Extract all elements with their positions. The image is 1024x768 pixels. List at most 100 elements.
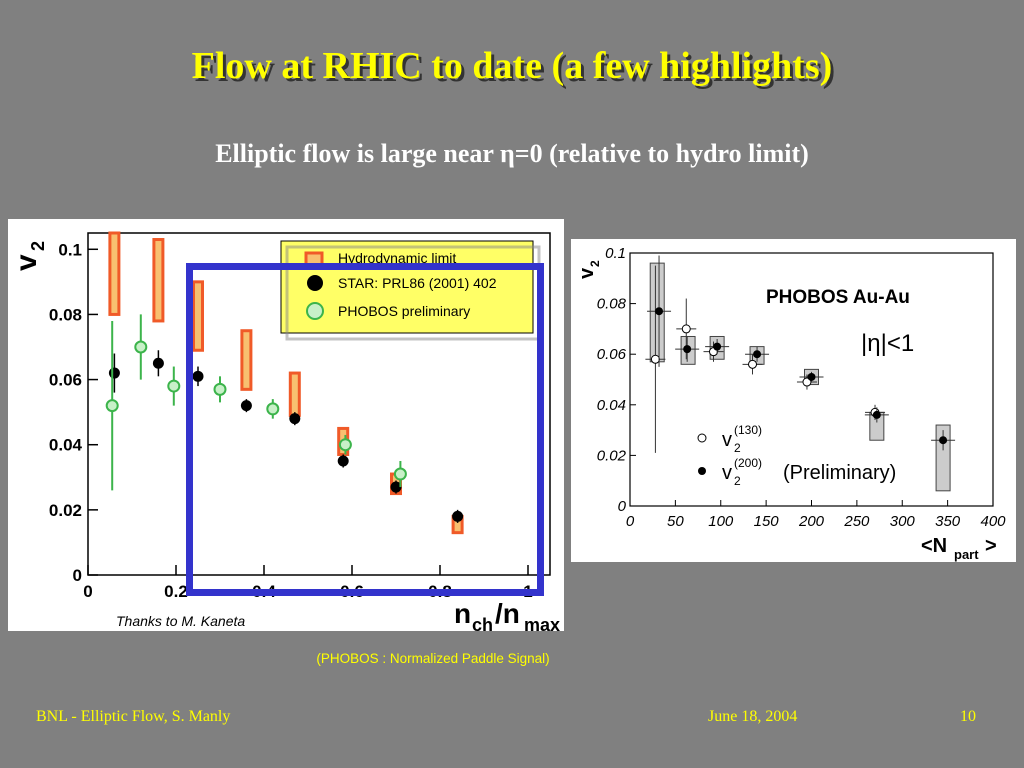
v2-200-point <box>939 436 948 445</box>
right-x-tick-label: 150 <box>754 513 780 530</box>
left-x-axis-label-slash: /n <box>495 598 520 629</box>
highlight-box <box>186 263 544 596</box>
phobos-point <box>338 438 352 452</box>
left-x-axis-label: n ch /n max <box>454 598 560 635</box>
phobos-point <box>266 402 280 416</box>
left-y-axis-label-sub: 2 <box>28 241 48 251</box>
left-x-tick-label: 0.2 <box>164 582 188 601</box>
legend-v2-130-label: v <box>722 429 732 451</box>
phobos-point <box>393 467 407 481</box>
subtitle-text-post: =0 (relative to hydro limit) <box>514 139 809 168</box>
right-eta-label: |η|<1 <box>861 330 914 357</box>
right-x-tick-label: 100 <box>708 513 734 530</box>
star-point <box>390 481 402 493</box>
right-legend: v (130) 2 v (200) 2 (Preliminary) <box>697 423 896 488</box>
v2-130-point <box>681 324 691 334</box>
left-y-tick-label: 0.04 <box>49 436 83 455</box>
v2-200-point <box>683 345 692 354</box>
right-x-axis-label-end: > <box>985 535 997 557</box>
right-x-axis-label-main: <N <box>921 535 947 557</box>
star-point <box>240 400 252 412</box>
star-point <box>289 413 301 425</box>
footer-page-number: 10 <box>960 708 976 725</box>
legend-v2-130-marker <box>697 433 707 443</box>
hydro-limit-bar <box>108 231 121 316</box>
v2-200-point <box>655 307 664 316</box>
right-y-tick-label: 0.1 <box>605 245 626 262</box>
right-chart-panel: 0 50 100 150 200 250 300 350 400 0 0.02 0.04 0.06 0.0… <box>571 239 1016 562</box>
right-x-tick-label: 50 <box>667 513 684 530</box>
left-chart-svg: 0 0.2 0.4 0.6 0.8 100.020.040.060.080.1 v 2 n… <box>10 231 560 635</box>
phobos-point <box>213 382 227 396</box>
legend-v2-200-sup: (200) <box>734 456 762 470</box>
v2-200-point <box>713 342 722 351</box>
right-x-tick-label: 200 <box>798 513 825 530</box>
legend-phobos-label: PHOBOS preliminary <box>338 303 470 319</box>
legend-v2-130-sup: (130) <box>734 423 762 437</box>
star-point <box>452 510 464 522</box>
right-chart-title: PHOBOS Au-Au <box>766 287 910 308</box>
right-y-axis-label-sub: 2 <box>588 260 602 267</box>
legend-hydro-label: Hydrodynamic limit <box>338 250 456 266</box>
slide-subtitle: Elliptic flow is large near η=0 (relativ… <box>0 139 1024 169</box>
right-x-tick-label: 0 <box>626 513 635 530</box>
subtitle-eta: η <box>499 139 515 168</box>
right-x-tick-label: 300 <box>890 513 916 530</box>
legend-star-marker <box>307 275 323 291</box>
left-chart-panel: 0 0.2 0.4 0.6 0.8 1 0 0.02 0.04 0.06 0.08 0.1 v 2 n… <box>8 219 564 635</box>
left-x-axis-label-sub1: ch <box>472 615 493 631</box>
subtitle-text-pre: Elliptic flow is large near <box>215 139 500 168</box>
slide-title: Flow at RHIC to date (a few highlights) <box>191 45 833 87</box>
left-y-axis-label-main: v <box>10 254 43 271</box>
right-y-tick-label: 0.04 <box>597 397 626 414</box>
right-y-axis-label-main: v <box>576 267 598 279</box>
legend-v2-200-note: (Preliminary) <box>783 462 896 484</box>
hydro-limit-bar <box>240 329 253 391</box>
phobos-point <box>105 399 119 413</box>
right-y-tick-label: 0.08 <box>597 296 627 313</box>
left-x-axis-label-main: n <box>454 598 471 629</box>
legend-v2-200-marker <box>698 467 706 475</box>
right-y-tick-label: 0.02 <box>597 447 627 464</box>
v2-130-point <box>748 359 758 369</box>
left-y-tick-label: 0.08 <box>49 305 82 324</box>
right-x-tick-label: 250 <box>843 513 870 530</box>
left-x-tick-label: 0 <box>83 582 92 601</box>
left-plot-frame <box>87 232 551 576</box>
footer-author: BNL - Elliptic Flow, S. Manly <box>36 708 231 725</box>
v2-200-point <box>753 350 762 359</box>
right-x-tick-label: 350 <box>935 513 961 530</box>
right-x-axis-label-sub: part <box>954 547 979 562</box>
left-y-tick-label: 0.1 <box>58 240 82 259</box>
star-point <box>337 455 349 467</box>
v2-130-point <box>650 354 660 364</box>
left-y-tick-label: 0.06 <box>49 371 82 390</box>
star-point <box>108 367 120 379</box>
star-point <box>152 357 164 369</box>
phobos-point <box>167 379 181 393</box>
legend-v2-200-label: v <box>722 462 732 484</box>
v2-200-point <box>872 410 881 419</box>
legend-phobos-marker <box>306 302 324 320</box>
legend-v2-130-sub: 2 <box>734 441 741 455</box>
right-y-tick-label: 0.06 <box>597 346 627 363</box>
left-x-axis-label-sub2: max <box>524 615 560 631</box>
left-legend: Hydrodynamic limit STAR: PRL86 (2001) 40… <box>280 240 541 341</box>
hydro-limit-bar <box>192 280 204 352</box>
star-point <box>192 370 204 382</box>
right-x-axis-label: <N part > <box>921 535 997 562</box>
phobos-point <box>134 340 148 354</box>
hydro-limit-bar <box>152 238 165 323</box>
footer-date: June 18, 2004 <box>708 708 798 725</box>
right-y-tick-label: 0 <box>618 498 627 515</box>
paddle-signal-caption: (PHOBOS : Normalized Paddle Signal) <box>316 651 550 666</box>
legend-star-label: STAR: PRL86 (2001) 402 <box>338 275 497 291</box>
left-y-axis-label: v 2 <box>10 241 48 271</box>
legend-v2-200-sub: 2 <box>734 474 741 488</box>
left-y-tick-label: 0.02 <box>49 501 82 520</box>
left-y-tick-label: 0 <box>73 566 82 585</box>
v2-200-point <box>807 372 816 381</box>
right-y-axis-label: v 2 <box>576 260 602 279</box>
left-credit: Thanks to M. Kaneta <box>116 613 245 629</box>
right-x-tick-label: 400 <box>980 513 1006 530</box>
